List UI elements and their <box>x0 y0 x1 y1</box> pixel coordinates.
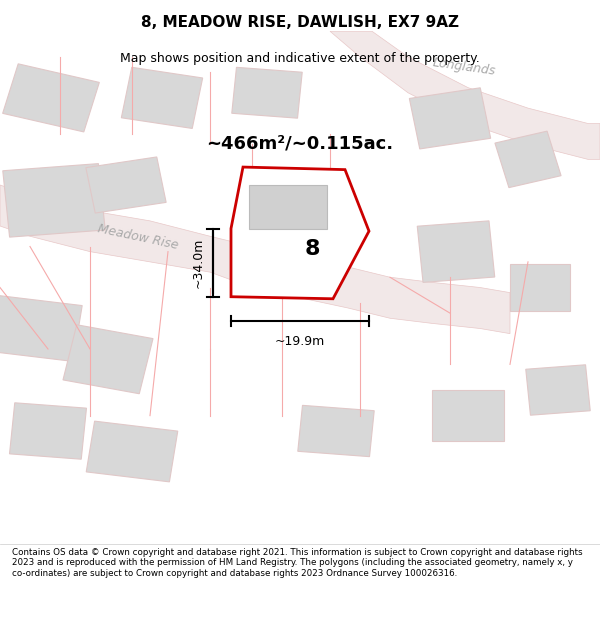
Polygon shape <box>0 185 510 334</box>
Polygon shape <box>3 164 105 237</box>
Text: 8: 8 <box>304 239 320 259</box>
Text: Map shows position and indicative extent of the property.: Map shows position and indicative extent… <box>120 52 480 65</box>
Text: Longlands: Longlands <box>432 56 497 78</box>
Text: Meadow Rise: Meadow Rise <box>96 222 179 252</box>
Text: ~466m²/~0.115ac.: ~466m²/~0.115ac. <box>206 135 394 153</box>
Polygon shape <box>10 402 86 459</box>
Polygon shape <box>495 131 561 188</box>
Text: ~34.0m: ~34.0m <box>191 238 205 288</box>
Polygon shape <box>0 296 82 361</box>
Polygon shape <box>2 64 100 132</box>
Polygon shape <box>432 390 504 441</box>
Polygon shape <box>298 406 374 457</box>
Polygon shape <box>417 221 495 282</box>
Polygon shape <box>63 325 153 394</box>
Polygon shape <box>86 421 178 482</box>
Polygon shape <box>232 68 302 118</box>
Polygon shape <box>330 31 600 159</box>
Text: 8, MEADOW RISE, DAWLISH, EX7 9AZ: 8, MEADOW RISE, DAWLISH, EX7 9AZ <box>141 15 459 30</box>
Text: ~19.9m: ~19.9m <box>275 335 325 348</box>
Polygon shape <box>121 68 203 129</box>
Polygon shape <box>249 185 327 229</box>
Text: Contains OS data © Crown copyright and database right 2021. This information is : Contains OS data © Crown copyright and d… <box>12 548 583 578</box>
Polygon shape <box>526 365 590 415</box>
Polygon shape <box>86 157 166 213</box>
Polygon shape <box>510 264 570 311</box>
Polygon shape <box>231 167 369 299</box>
Polygon shape <box>409 88 491 149</box>
